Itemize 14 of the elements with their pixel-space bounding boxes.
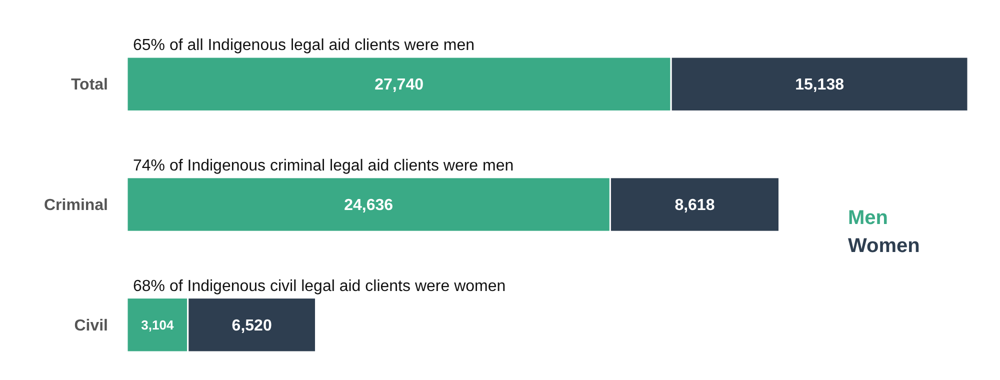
annotation: 65% of all Indigenous legal aid clients were men	[133, 37, 475, 54]
y-tick-label: Total	[70, 76, 108, 94]
text: Women	[848, 235, 920, 257]
text: Men	[848, 207, 888, 229]
data-label: 27,740	[374, 76, 424, 94]
annotation: 74% of Indigenous criminal legal aid clients were men	[133, 157, 514, 174]
data-label: 15,138	[795, 76, 844, 94]
data-label: 24,636	[344, 197, 394, 214]
y-tick-label: Criminal	[44, 197, 108, 214]
y-tick-label: Civil	[74, 317, 108, 334]
annotation: 68% of Indigenous civil legal aid clients were women	[133, 278, 506, 295]
data-label: 8,618	[674, 197, 715, 214]
data-label: 6,520	[232, 317, 272, 334]
data-label: 3,104	[141, 317, 174, 332]
